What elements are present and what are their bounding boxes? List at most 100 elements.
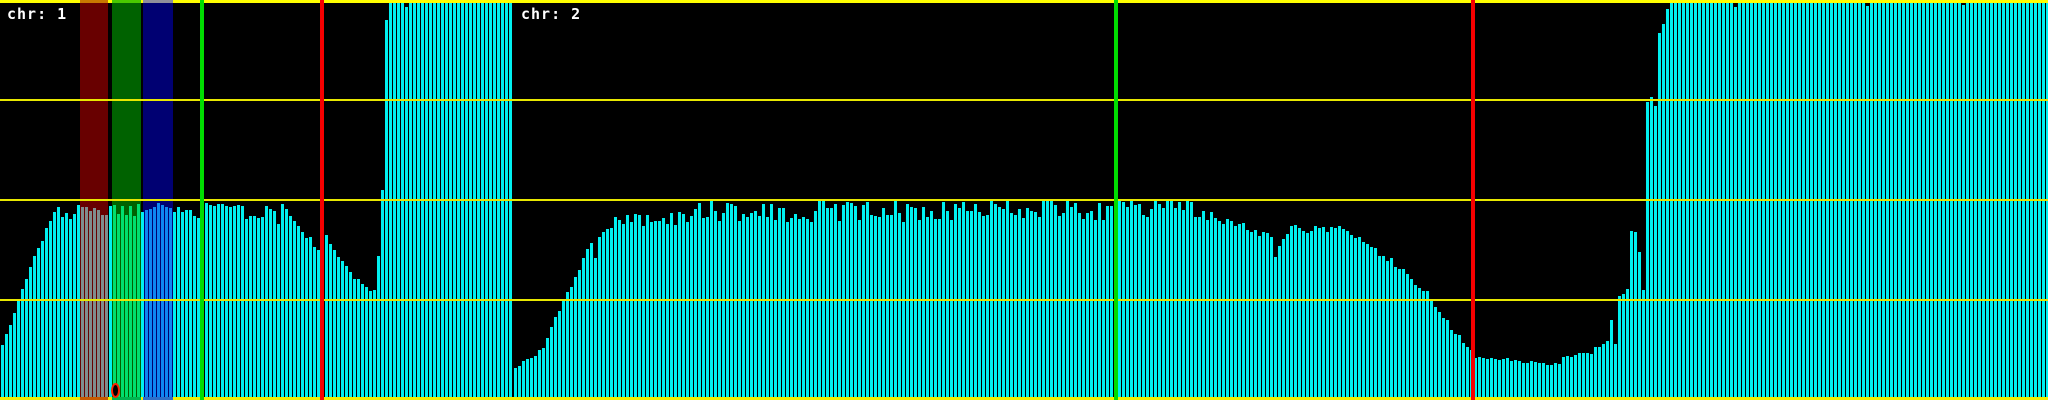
coverage-bar: [1670, 3, 1673, 400]
coverage-bar: [1, 345, 4, 400]
coverage-bar: [1146, 217, 1149, 400]
coverage-bar: [369, 291, 372, 400]
coverage-bar: [1502, 359, 1505, 400]
coverage-bar: [397, 3, 400, 400]
coverage-bar: [718, 221, 721, 400]
coverage-bar: [1458, 335, 1461, 400]
coverage-bar: [1466, 347, 1469, 400]
coverage-bar: [786, 222, 789, 400]
coverage-bar: [706, 217, 709, 400]
coverage-bar: [1138, 204, 1141, 400]
coverage-bar: [205, 203, 208, 400]
coverage-bar: [1266, 233, 1269, 400]
cnv-band-navy-gridline-tint: [143, 397, 173, 400]
coverage-bar: [345, 266, 348, 400]
coverage-bar: [742, 214, 745, 400]
coverage-bar: [1510, 361, 1513, 400]
coverage-bar: [878, 217, 881, 400]
coverage-bar: [1302, 231, 1305, 400]
cnv-band-maroon-gridline-tint: [80, 397, 108, 400]
coverage-bar: [1134, 205, 1137, 400]
coverage-bar: [730, 204, 733, 400]
coverage-bar: [1110, 206, 1113, 400]
coverage-bar: [826, 208, 829, 400]
coverage-bar: [1870, 3, 1873, 400]
coverage-bar: [1178, 202, 1181, 400]
coverage-bar: [217, 204, 220, 400]
coverage-bar: [357, 279, 360, 400]
coverage-bar: [750, 213, 753, 400]
coverage-bar: [1386, 261, 1389, 400]
coverage-bar: [1234, 226, 1237, 400]
coverage-bar: [1462, 343, 1465, 400]
coverage-bar: [1126, 207, 1129, 400]
coverage-bar: [1330, 227, 1333, 400]
coverage-bar: [157, 203, 160, 400]
coverage-bar: [566, 292, 569, 400]
coverage-bar: [1090, 211, 1093, 400]
coverage-bar: [1354, 238, 1357, 400]
coverage-bar: [505, 2, 508, 400]
coverage-bar: [810, 222, 813, 400]
coverage-bar: [365, 287, 368, 400]
coverage-bar: [1082, 219, 1085, 400]
coverage-bar: [874, 216, 877, 400]
coverage-bar: [1370, 247, 1373, 400]
coverage-bar: [1954, 3, 1957, 400]
coverage-bar: [1622, 294, 1625, 400]
coverage-bar: [145, 210, 148, 400]
coverage-bar: [5, 334, 8, 400]
coverage-bar: [962, 202, 965, 400]
coverage-bar: [1834, 2, 1837, 400]
coverage-bar: [1478, 357, 1481, 400]
coverage-bar: [678, 212, 681, 400]
coverage-bar: [754, 211, 757, 400]
coverage-bar: [966, 211, 969, 400]
coverage-bar: [341, 261, 344, 400]
coverage-bar: [237, 205, 240, 400]
coverage-bar: [1686, 2, 1689, 400]
coverage-bar: [1254, 230, 1257, 400]
coverage-bar: [850, 203, 853, 400]
coverage-bar: [1490, 358, 1493, 400]
coverage-bar: [1202, 211, 1205, 400]
coverage-bar: [1394, 267, 1397, 400]
coverage-bar: [654, 221, 657, 400]
coverage-bar: [209, 205, 212, 400]
coverage-bar: [1614, 344, 1617, 400]
coverage-bar: [682, 214, 685, 400]
gridline-horizontal: [0, 199, 2048, 201]
gridline-horizontal: [0, 99, 2048, 101]
coverage-bar: [870, 215, 873, 400]
coverage-bar: [542, 348, 545, 400]
coverage-bar: [538, 350, 541, 400]
coverage-bar: [1342, 229, 1345, 400]
coverage-bar: [790, 218, 793, 400]
coverage-bar: [101, 215, 104, 400]
coverage-bar: [1454, 334, 1457, 400]
coverage-bar: [802, 217, 805, 400]
coverage-bar: [910, 207, 913, 400]
coverage-bar: [153, 207, 156, 400]
chromosome-1-label: chr: 1: [7, 5, 68, 23]
coverage-bar: [514, 368, 517, 400]
coverage-bar: [766, 217, 769, 400]
coverage-bar: [1158, 204, 1161, 400]
coverage-bar: [45, 228, 48, 400]
coverage-bar: [998, 207, 1001, 400]
coverage-bar: [946, 211, 949, 400]
coverage-bar: [1518, 361, 1521, 400]
coverage-bar: [798, 219, 801, 400]
coverage-bar: [113, 205, 116, 400]
coverage-bar: [1222, 224, 1225, 400]
coverage-bar: [1630, 231, 1633, 400]
coverage-bar: [1182, 210, 1185, 400]
coverage-bar: [1338, 226, 1341, 400]
coverage-bar: [546, 338, 549, 400]
coverage-bar: [734, 206, 737, 400]
coverage-bar: [1282, 239, 1285, 400]
cnv-band-maroon-gridline-tint: [80, 0, 108, 3]
coverage-bar: [1854, 2, 1857, 400]
coverage-bar: [1226, 219, 1229, 400]
coverage-bar: [1562, 357, 1565, 400]
